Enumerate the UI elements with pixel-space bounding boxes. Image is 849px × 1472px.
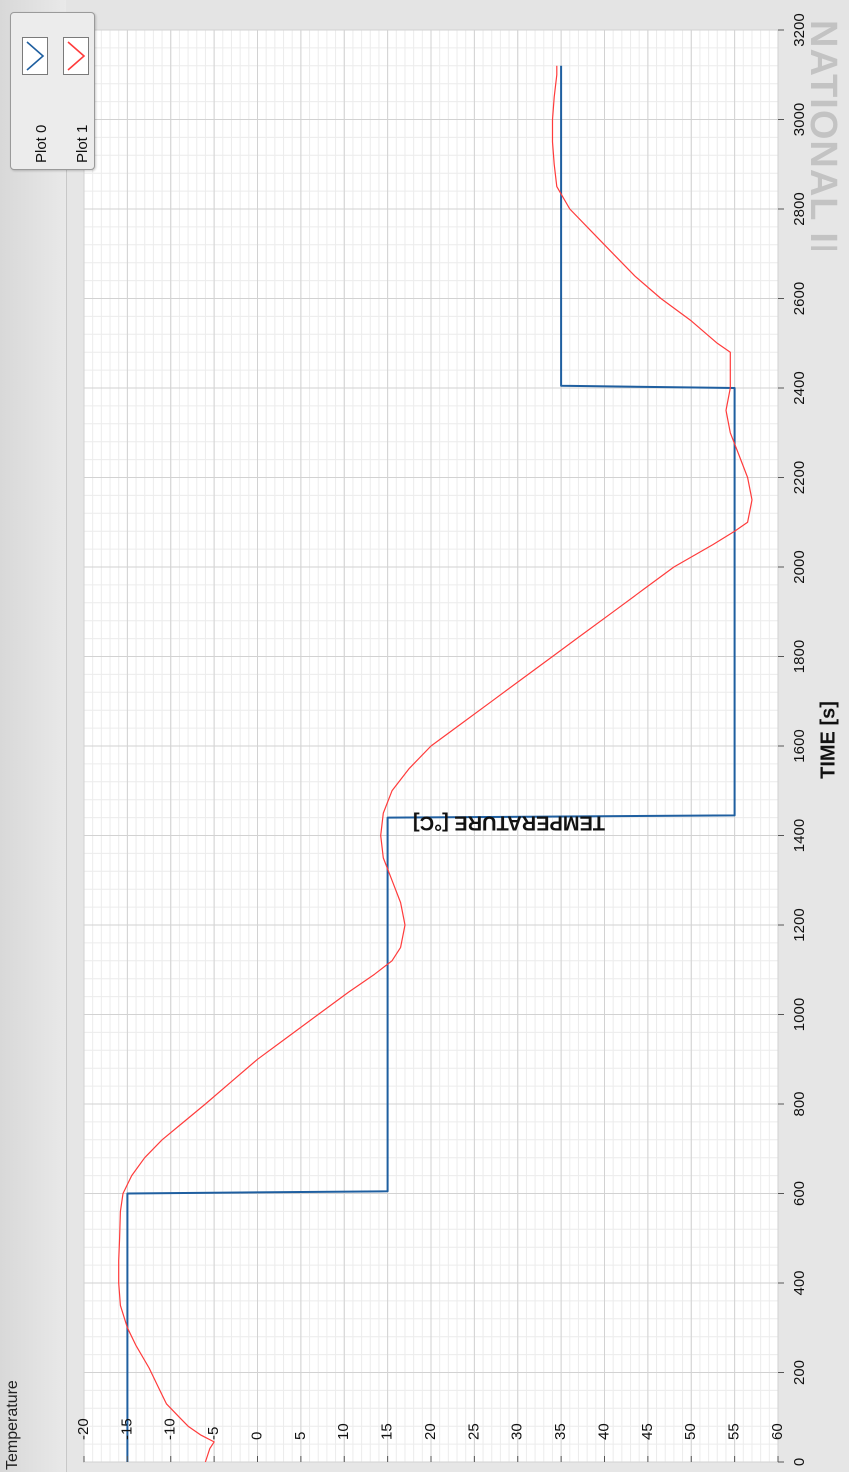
x-tick-label: 0: [791, 1458, 808, 1466]
y-tick-label: 25: [465, 1423, 482, 1440]
y-tick-label: 10: [335, 1423, 352, 1440]
y-tick-label: 0: [248, 1432, 265, 1440]
y-tick-label: 15: [379, 1423, 396, 1440]
x-tick-label: 1200: [791, 908, 808, 941]
legend-swatch-plot-0[interactable]: [22, 37, 48, 75]
y-tick-label: 50: [682, 1423, 699, 1440]
x-tick-label: 1600: [791, 729, 808, 762]
watermark-text: NATIONAL INSTRUMENTS: [801, 20, 844, 250]
y-tick-label: -20: [75, 1418, 92, 1440]
header-strip: [66, 0, 849, 30]
x-tick-label: 2800: [791, 192, 808, 225]
major-grid: [83, 29, 779, 1463]
x-tick-label: 3000: [791, 103, 808, 136]
x-tick-label: 200: [791, 1360, 808, 1385]
y-tick-label: -10: [162, 1418, 179, 1440]
y-tick-label: 35: [552, 1423, 569, 1440]
x-tick-label: 2000: [791, 550, 808, 583]
x-tick-label: 600: [791, 1181, 808, 1206]
y-tick-label: 60: [769, 1423, 786, 1440]
x-tick-label: 800: [791, 1091, 808, 1116]
y-tick-label: 45: [639, 1423, 656, 1440]
x-tick-label: 2400: [791, 371, 808, 404]
legend-item-plot-1[interactable]: Plot 1: [54, 13, 94, 169]
legend-item-plot-0[interactable]: Plot 0: [13, 13, 53, 169]
x-axis-label: TIME [s]: [817, 701, 839, 779]
legend-label-plot-0: Plot 0: [33, 124, 50, 163]
series-line-plot-0: [126, 65, 736, 1462]
x-tick-label: 2200: [791, 461, 808, 494]
y-tick-label: 5: [292, 1432, 309, 1440]
x-tick-label: 400: [791, 1270, 808, 1295]
y-tick-label: 55: [726, 1423, 743, 1440]
y-tick-label: 40: [595, 1423, 612, 1440]
series-line-plot-1: [118, 65, 753, 1463]
plot-legend[interactable]: Plot 0 Plot 1: [10, 12, 95, 170]
line-style-icon: [67, 41, 86, 71]
line-style-icon: [26, 41, 45, 71]
y-tick-label: -5: [205, 1427, 222, 1440]
x-tick-label: 2600: [791, 282, 808, 315]
x-tick-label: 1000: [791, 998, 808, 1031]
x-tick-label: 1800: [791, 640, 808, 673]
y-axis-label: TEMPERATURE [°C]: [413, 812, 605, 834]
x-tick-label: 1400: [791, 819, 808, 852]
y-tick-label: 20: [422, 1423, 439, 1440]
y-tick-label: -15: [118, 1418, 135, 1440]
x-tick-label: 3200: [791, 13, 808, 46]
ni-logo-watermark: NATIONAL INSTRUMENTS: [800, 10, 849, 250]
title-panel: [0, 0, 67, 1472]
legend-swatch-plot-1[interactable]: [63, 37, 89, 75]
y-tick-label: 30: [509, 1423, 526, 1440]
legend-label-plot-1: Plot 1: [74, 124, 91, 163]
